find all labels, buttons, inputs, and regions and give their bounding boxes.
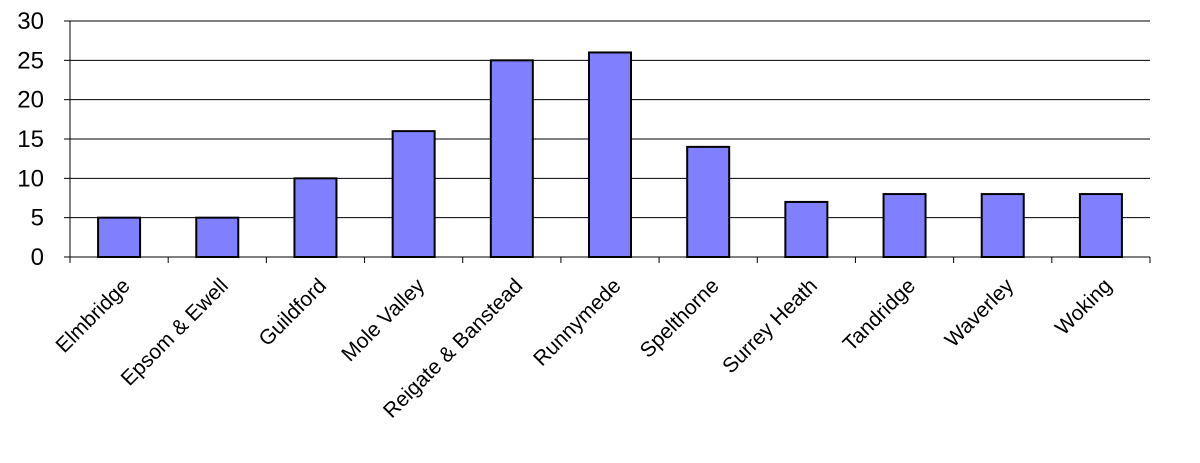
y-tick-label: 10 — [17, 165, 44, 192]
x-tick-label: Epsom & Ewell — [117, 274, 233, 390]
x-tick-label: Guildford — [254, 274, 331, 351]
bar-guildford — [293, 177, 338, 258]
x-tick-label: Mole Valley — [337, 274, 429, 366]
x-tick-label: Surrey Heath — [718, 274, 822, 378]
bar-reigate-banstead — [489, 59, 534, 259]
y-tick-labels: 0 5 10 15 20 25 30 — [17, 8, 44, 271]
x-tick-label: Waverley — [941, 274, 1019, 352]
x-tick-label: Spelthorne — [636, 274, 724, 362]
y-tick-label: 0 — [31, 244, 44, 271]
bar-elmbridge — [97, 216, 142, 259]
bar-epsom-ewell — [195, 216, 240, 259]
y-tick-label: 20 — [17, 87, 44, 114]
bar-mole-valley — [391, 130, 436, 258]
bar-woking — [1078, 193, 1123, 258]
bar-runnymede — [588, 51, 632, 259]
bars — [97, 51, 1123, 259]
axes — [64, 20, 1151, 263]
y-tick-label: 25 — [17, 47, 44, 74]
bar-tandridge — [882, 193, 927, 258]
y-tick-label: 30 — [17, 8, 44, 35]
y-tick-label: 15 — [17, 126, 44, 153]
bar-surrey-heath — [784, 200, 829, 258]
x-tick-label: Tandridge — [839, 274, 920, 355]
y-tick-label: 5 — [31, 205, 44, 232]
x-tick-label: Runnymede — [529, 274, 625, 370]
x-tick-label: Woking — [1051, 274, 1117, 340]
bar-spelthorne — [686, 145, 731, 258]
bar-waverley — [980, 193, 1025, 258]
x-tick-label: Elmbridge — [52, 274, 135, 357]
